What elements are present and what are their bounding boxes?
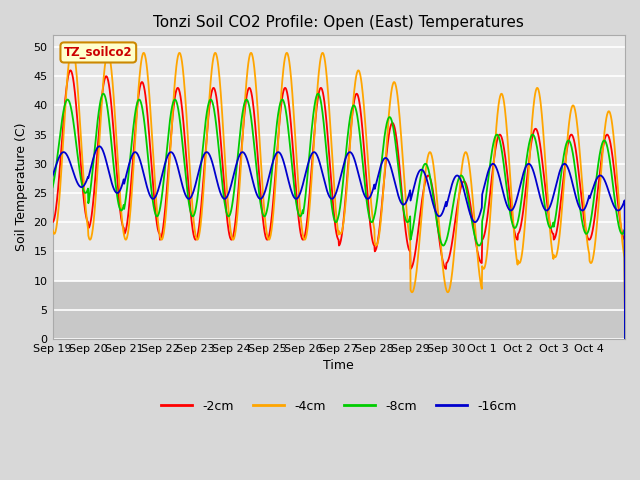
Title: Tonzi Soil CO2 Profile: Open (East) Temperatures: Tonzi Soil CO2 Profile: Open (East) Temp…: [154, 15, 524, 30]
Text: TZ_soilco2: TZ_soilco2: [64, 46, 132, 59]
Legend: -2cm, -4cm, -8cm, -16cm: -2cm, -4cm, -8cm, -16cm: [156, 395, 522, 418]
Bar: [52, 281, 625, 339]
Y-axis label: Soil Temperature (C): Soil Temperature (C): [15, 123, 28, 252]
X-axis label: Time: Time: [323, 360, 354, 372]
